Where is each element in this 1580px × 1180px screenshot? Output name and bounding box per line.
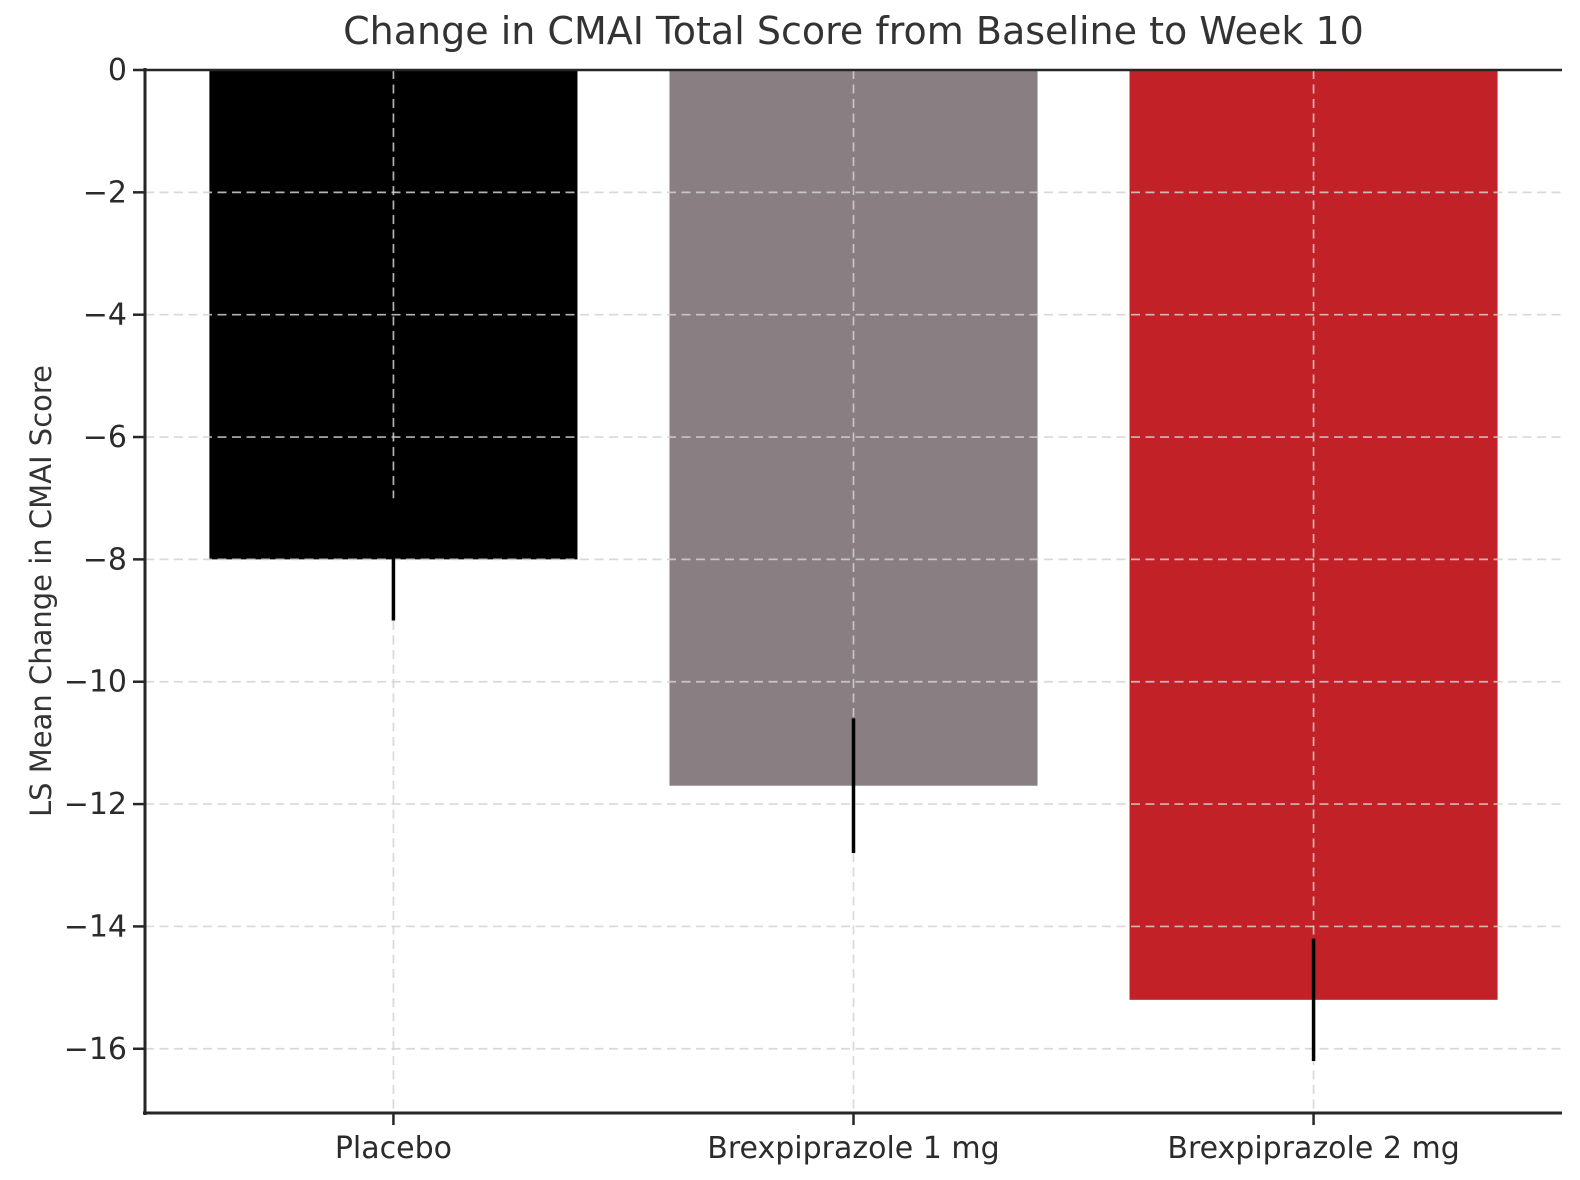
- chart-title: Change in CMAI Total Score from Baseline…: [343, 9, 1364, 53]
- x-tick-label-brexpiprazole-1-mg: Brexpiprazole 1 mg: [707, 1131, 999, 1166]
- y-tick-label: −12: [64, 787, 127, 822]
- y-tick-label: −4: [83, 298, 127, 333]
- y-tick-label: −8: [83, 542, 127, 577]
- y-tick-label: −6: [83, 420, 127, 455]
- x-tick-label-brexpiprazole-2-mg: Brexpiprazole 2 mg: [1167, 1131, 1459, 1166]
- y-tick-label: −10: [64, 665, 127, 700]
- y-tick-label: 0: [108, 53, 127, 88]
- y-tick-label: −2: [83, 175, 127, 210]
- y-tick-label: −16: [64, 1032, 127, 1067]
- y-tick-label: −14: [64, 909, 127, 944]
- x-tick-label-placebo: Placebo: [335, 1131, 452, 1166]
